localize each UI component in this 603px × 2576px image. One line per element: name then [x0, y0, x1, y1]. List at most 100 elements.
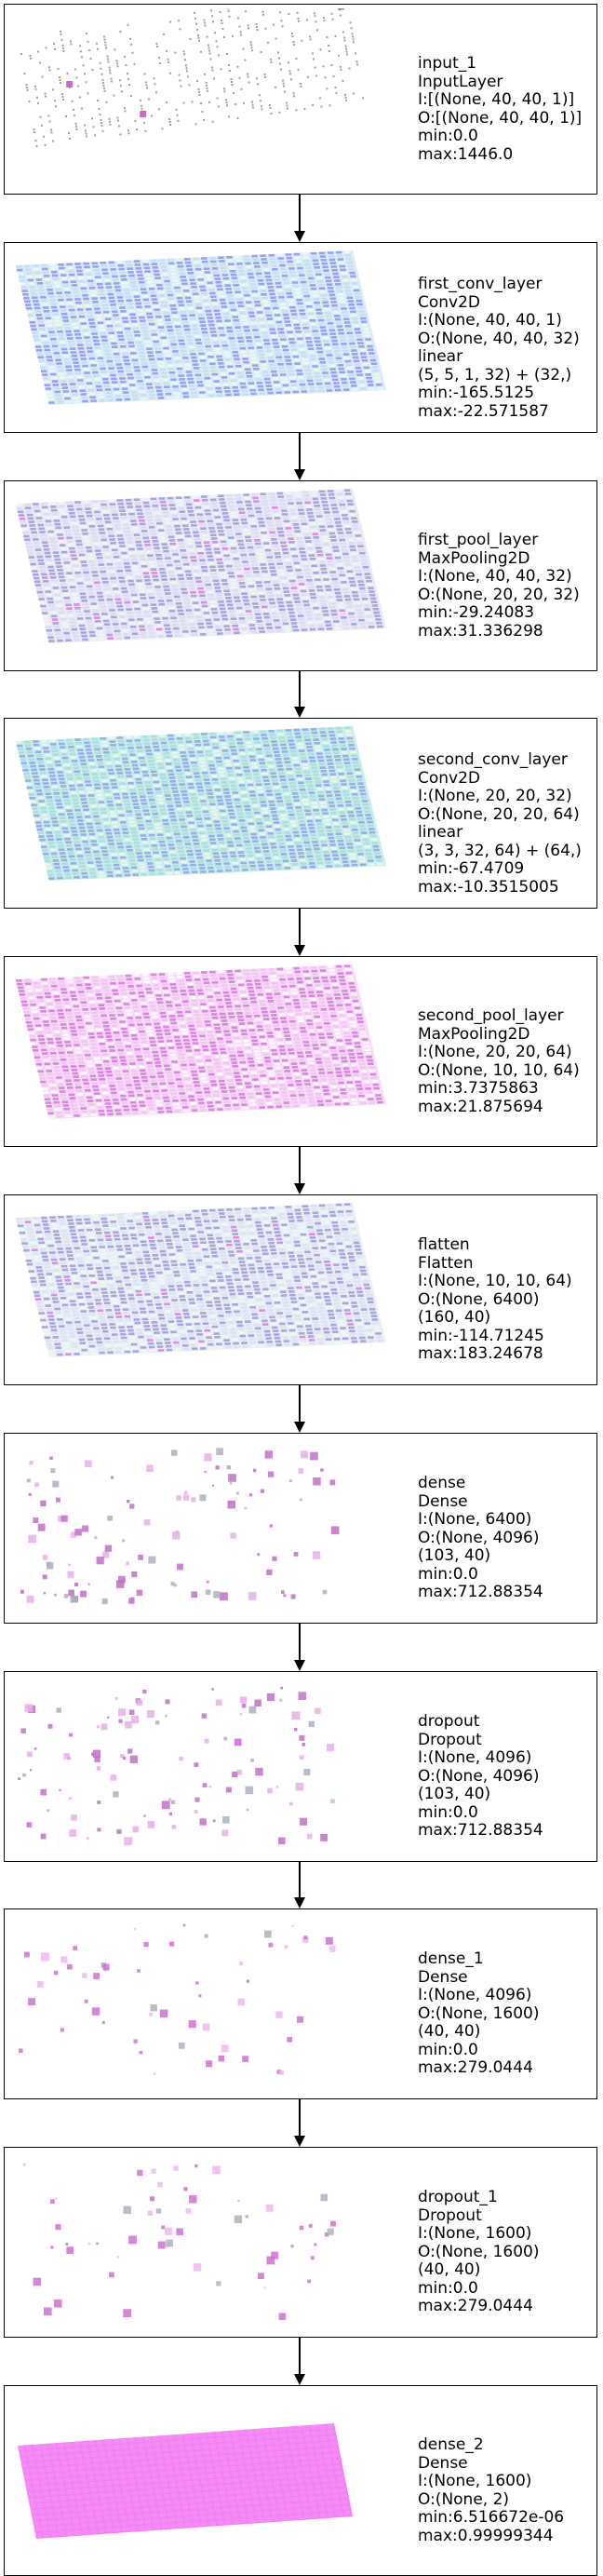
activation-cell — [101, 74, 103, 75]
activation-cell — [57, 842, 62, 844]
activation-cell — [335, 318, 342, 321]
activation-cell — [168, 501, 175, 504]
activation-cell — [155, 386, 162, 389]
activation-cell — [283, 825, 289, 828]
activation-cell — [135, 299, 141, 302]
activation-cell — [287, 108, 288, 110]
activation-cell — [154, 83, 156, 85]
activation-cell — [350, 585, 356, 587]
activation-cell — [317, 351, 324, 354]
activation-cell — [298, 782, 304, 785]
activation-cell — [300, 277, 306, 280]
activation-cell — [209, 601, 216, 604]
activation-cell — [185, 843, 192, 845]
activation-cell — [189, 84, 191, 86]
activation-cell — [325, 550, 331, 553]
activation-cell — [348, 542, 355, 545]
activation-cell — [140, 390, 146, 393]
activation-cell — [268, 524, 275, 527]
activation-cell — [35, 584, 42, 587]
activation-cell — [324, 617, 330, 620]
activation-cell — [331, 13, 333, 15]
activation-cell — [86, 136, 87, 138]
activation-cell — [38, 321, 45, 324]
activation-cell — [286, 729, 292, 732]
activation-cell — [282, 513, 288, 516]
activation-cell — [357, 545, 364, 547]
activation-cell — [286, 768, 292, 771]
activation-cell — [297, 338, 303, 341]
activation-cell — [131, 391, 138, 394]
activation-cell — [167, 766, 173, 769]
activation-cell — [90, 600, 97, 602]
activation-cell — [254, 336, 261, 339]
activation-cell — [42, 576, 48, 579]
activation-cell — [261, 105, 262, 107]
activation-cell — [192, 325, 198, 328]
activation-cell — [153, 813, 159, 816]
activation-cell — [105, 591, 112, 594]
activation-cell — [109, 371, 115, 373]
activation-cell — [228, 333, 234, 336]
activation-cell — [216, 523, 222, 526]
activation-cell — [344, 94, 346, 96]
activation-cell — [179, 613, 185, 615]
activation-cell — [178, 812, 184, 815]
activation-cell — [287, 772, 293, 775]
activation-cell — [292, 281, 299, 284]
activation-cell — [174, 833, 181, 836]
activation-cell — [133, 398, 140, 400]
activation-cell — [38, 286, 45, 289]
activation-cell — [64, 763, 71, 766]
activation-cell — [194, 811, 201, 814]
activation-cell — [247, 304, 253, 307]
activation-cell — [356, 303, 363, 306]
activation-cell — [235, 497, 242, 500]
activation-cell — [132, 764, 139, 767]
activation-cell — [194, 843, 200, 845]
activation-cell — [242, 522, 248, 525]
activation-cell — [56, 802, 62, 805]
activation-cell — [249, 354, 256, 357]
activation-cell — [216, 796, 222, 799]
activation-cell — [89, 635, 96, 638]
activation-cell — [168, 497, 174, 500]
layer-detail: (5, 5, 1, 32) + (32,) — [418, 367, 580, 385]
activation-cell — [114, 282, 120, 285]
activation-cell — [298, 614, 304, 617]
activation-cell — [294, 764, 301, 767]
activation-cell — [142, 295, 149, 298]
activation-cell — [178, 371, 184, 374]
activation-cell — [151, 260, 157, 263]
activation-cell — [204, 303, 210, 305]
activation-cell — [143, 848, 150, 851]
activation-cell — [206, 82, 208, 84]
activation-cell — [73, 799, 79, 802]
activation-cell — [302, 830, 308, 833]
activation-cell — [204, 373, 210, 376]
activation-cell — [90, 568, 97, 571]
activation-cell — [251, 101, 253, 103]
activation-cell — [333, 382, 340, 384]
activation-cell — [30, 290, 36, 292]
activation-cell — [355, 367, 362, 370]
activation-cell — [143, 537, 150, 540]
activation-cell — [86, 379, 92, 382]
activation-cell — [241, 829, 248, 832]
activation-cell — [185, 571, 192, 573]
activation-cell — [54, 828, 60, 830]
activation-cell — [283, 517, 289, 519]
activation-cell — [301, 757, 307, 760]
activation-cell — [270, 500, 276, 503]
activation-cell — [300, 789, 306, 791]
activation-cell — [75, 813, 82, 816]
activation-cell — [108, 329, 114, 331]
activation-cell — [241, 592, 248, 595]
activation-cell — [242, 284, 248, 287]
activation-cell — [174, 357, 181, 360]
activation-cell — [252, 533, 259, 535]
activation-cell — [285, 835, 291, 838]
activation-cell — [214, 380, 221, 383]
activation-cell — [269, 496, 275, 499]
activation-cell — [196, 853, 203, 856]
